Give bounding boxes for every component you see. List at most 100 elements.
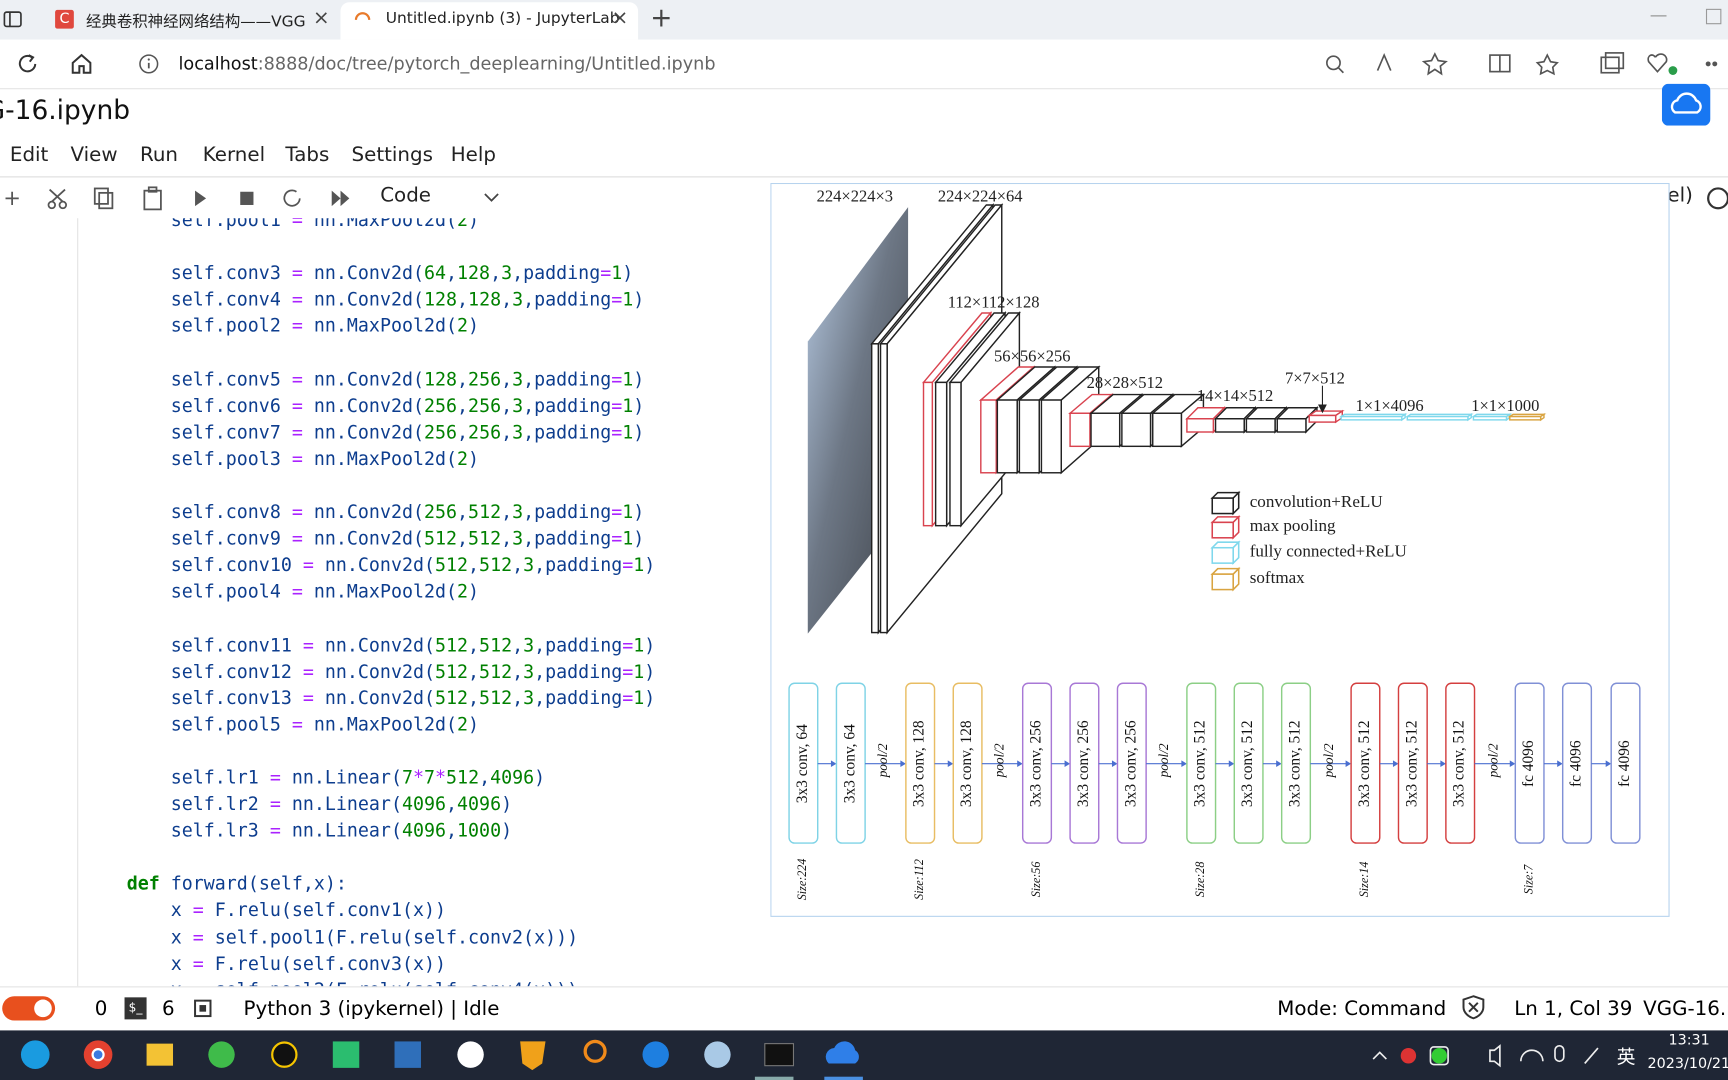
home[interactable] xyxy=(69,52,93,76)
minimize[interactable]: — xyxy=(1649,4,1668,26)
code-line: self.conv10 = nn.Conv2d(512,512,3,paddin… xyxy=(82,554,656,576)
active-tab[interactable] xyxy=(340,2,639,40)
tab-actions[interactable] xyxy=(3,10,23,30)
code-line xyxy=(83,844,656,871)
dimension-label: 7×7×512 xyxy=(1285,369,1345,388)
cloud-button[interactable] xyxy=(1661,83,1711,126)
swatch-front xyxy=(1211,546,1234,564)
code-line: self.conv8 = nn.Conv2d(256,512,3,padding… xyxy=(82,501,645,523)
layer-box xyxy=(1338,413,1408,422)
connector-head xyxy=(830,760,837,768)
tab-spinner xyxy=(354,12,371,20)
layer-block xyxy=(1610,682,1641,844)
code-cell[interactable]: self.pool1 = nn.MaxPool2d(2) self.conv3 … xyxy=(0,218,760,986)
layer-block-label: fc 4096 xyxy=(1616,740,1633,787)
box-front xyxy=(1069,412,1091,448)
swatch-front xyxy=(1211,497,1234,515)
url-host: localhost xyxy=(178,52,258,74)
kernel-count: 6 xyxy=(161,997,175,1021)
box-front xyxy=(1040,399,1062,474)
code-line: self.pool2 = nn.MaxPool2d(2) xyxy=(82,315,480,337)
layer-block-label: 3x3 conv, 256 xyxy=(1028,720,1045,807)
mode[interactable]: Mode: Command xyxy=(1277,997,1447,1021)
menu-item[interactable]: Help xyxy=(450,143,496,167)
layer-block-label: 3x3 conv, 512 xyxy=(1192,720,1209,807)
terminal-count: 0 xyxy=(94,997,108,1021)
layer-box xyxy=(1507,413,1547,422)
cell-type[interactable]: Code xyxy=(380,184,432,208)
box-front xyxy=(949,381,962,527)
box-front xyxy=(870,343,880,634)
connector-head xyxy=(1509,760,1516,768)
size-label: Size:224 xyxy=(795,859,809,901)
cell-type-dropdown[interactable] xyxy=(483,190,501,205)
code-line: x = self.pool2(F.relu(self.conv4(x))) xyxy=(83,977,656,986)
code-line: self.lr3 = nn.Linear(4096,1000) xyxy=(82,820,513,842)
size-label: Size:14 xyxy=(1357,862,1371,898)
tab-title: Untitled.ipynb (3) - JupyterLab xyxy=(385,9,620,28)
legend-swatch xyxy=(1210,490,1241,516)
code-line: self.conv13 = nn.Conv2d(512,512,3,paddin… xyxy=(82,687,656,709)
dimension-label: 224×224×3 xyxy=(817,187,893,206)
tab-close[interactable]: × xyxy=(611,6,629,30)
menu-item[interactable]: Kernel xyxy=(202,143,266,167)
menu-item[interactable]: Edit xyxy=(9,143,49,167)
box-front xyxy=(1276,418,1307,433)
box-front xyxy=(1152,412,1183,448)
code-line: self.conv12 = nn.Conv2d(512,512,3,paddin… xyxy=(82,660,656,682)
connector-head xyxy=(1345,760,1352,768)
tab-close[interactable]: × xyxy=(312,6,330,30)
size-label: Size:7 xyxy=(1521,864,1535,895)
menu-item[interactable]: View xyxy=(70,143,118,167)
dimension-label: 224×224×64 xyxy=(938,187,1023,206)
dimension-label: 1×1×4096 xyxy=(1356,396,1424,415)
box-front xyxy=(1186,418,1215,433)
size-label: Size:56 xyxy=(1029,862,1043,898)
clock-date[interactable]: 2023/10/21 xyxy=(1647,1055,1728,1073)
legend-label: fully connected+ReLU xyxy=(1250,542,1407,561)
clock-time[interactable]: 13:31 xyxy=(1668,1032,1710,1050)
connector-head xyxy=(1181,760,1187,768)
code-line: self.conv3 = nn.Conv2d(64,128,3,padding=… xyxy=(82,262,634,284)
box-front xyxy=(1340,415,1403,421)
menu-item[interactable]: Settings xyxy=(351,143,433,167)
kernel-status xyxy=(1707,187,1728,210)
pool-label: pool/2 xyxy=(1156,743,1171,778)
kernel-status-text[interactable]: Python 3 (ipykernel) | Idle xyxy=(243,997,500,1021)
box-front xyxy=(1121,412,1152,448)
code-line: self.conv6 = nn.Conv2d(256,256,3,padding… xyxy=(82,395,645,417)
terminal-icon: $_ xyxy=(124,997,147,1020)
connector-head xyxy=(1064,760,1071,768)
reload[interactable] xyxy=(15,52,39,76)
swatch-front xyxy=(1211,573,1234,591)
system-tray[interactable] xyxy=(1367,1041,1615,1070)
url[interactable]: localhost:8888/doc/tree/pytorch_deeplear… xyxy=(179,53,716,74)
menu-item[interactable]: Run xyxy=(139,143,178,167)
pool-label: pool/2 xyxy=(875,743,890,778)
size-label: Size:28 xyxy=(1193,862,1207,898)
pool-label: pool/2 xyxy=(1485,743,1500,778)
input-method[interactable]: 英 xyxy=(1616,1046,1636,1069)
kernel-name[interactable]: el) xyxy=(1667,184,1693,208)
box-front xyxy=(980,399,997,474)
new-tab[interactable]: + xyxy=(650,2,673,34)
browser-actions[interactable] xyxy=(1322,51,1719,77)
layer-block-label: 3x3 conv, 512 xyxy=(1451,720,1468,807)
menu-item[interactable]: Tabs xyxy=(285,143,330,167)
layer-block-label: 3x3 conv, 256 xyxy=(1122,720,1139,807)
simple-toggle[interactable] xyxy=(2,996,56,1021)
notebook-toolbar[interactable] xyxy=(0,183,364,214)
connector-head xyxy=(1557,760,1563,768)
maximize[interactable] xyxy=(1705,8,1722,25)
code-line: x = self.pool1(F.relu(self.conv2(x))) xyxy=(82,926,579,948)
dimension-label: 56×56×256 xyxy=(994,346,1070,365)
site-info[interactable] xyxy=(138,53,160,75)
code-line: x = F.relu(self.conv1(x)) xyxy=(82,899,446,921)
legend-label: convolution+ReLU xyxy=(1250,492,1383,511)
connector-head xyxy=(1440,760,1446,768)
separator xyxy=(0,176,1728,178)
taskbar-apps[interactable] xyxy=(0,1030,882,1080)
cursor-position[interactable]: Ln 1, Col 39 xyxy=(1514,997,1633,1021)
